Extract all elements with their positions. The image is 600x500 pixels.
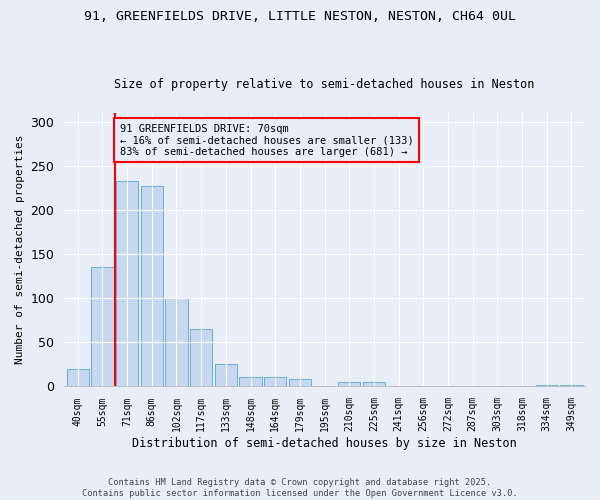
Bar — [289, 380, 311, 386]
Bar — [91, 268, 113, 386]
Bar — [67, 369, 89, 386]
Bar — [116, 181, 138, 386]
X-axis label: Distribution of semi-detached houses by size in Neston: Distribution of semi-detached houses by … — [132, 437, 517, 450]
Text: 91 GREENFIELDS DRIVE: 70sqm
← 16% of semi-detached houses are smaller (133)
83% : 91 GREENFIELDS DRIVE: 70sqm ← 16% of sem… — [119, 124, 413, 157]
Text: Contains HM Land Registry data © Crown copyright and database right 2025.
Contai: Contains HM Land Registry data © Crown c… — [82, 478, 518, 498]
Bar — [338, 382, 361, 386]
Title: Size of property relative to semi-detached houses in Neston: Size of property relative to semi-detach… — [115, 78, 535, 91]
Bar — [140, 186, 163, 386]
Bar — [536, 384, 558, 386]
Bar — [166, 298, 188, 386]
Y-axis label: Number of semi-detached properties: Number of semi-detached properties — [15, 135, 25, 364]
Text: 91, GREENFIELDS DRIVE, LITTLE NESTON, NESTON, CH64 0UL: 91, GREENFIELDS DRIVE, LITTLE NESTON, NE… — [84, 10, 516, 23]
Bar — [560, 384, 583, 386]
Bar — [215, 364, 237, 386]
Bar — [363, 382, 385, 386]
Bar — [190, 329, 212, 386]
Bar — [264, 377, 286, 386]
Bar — [239, 377, 262, 386]
